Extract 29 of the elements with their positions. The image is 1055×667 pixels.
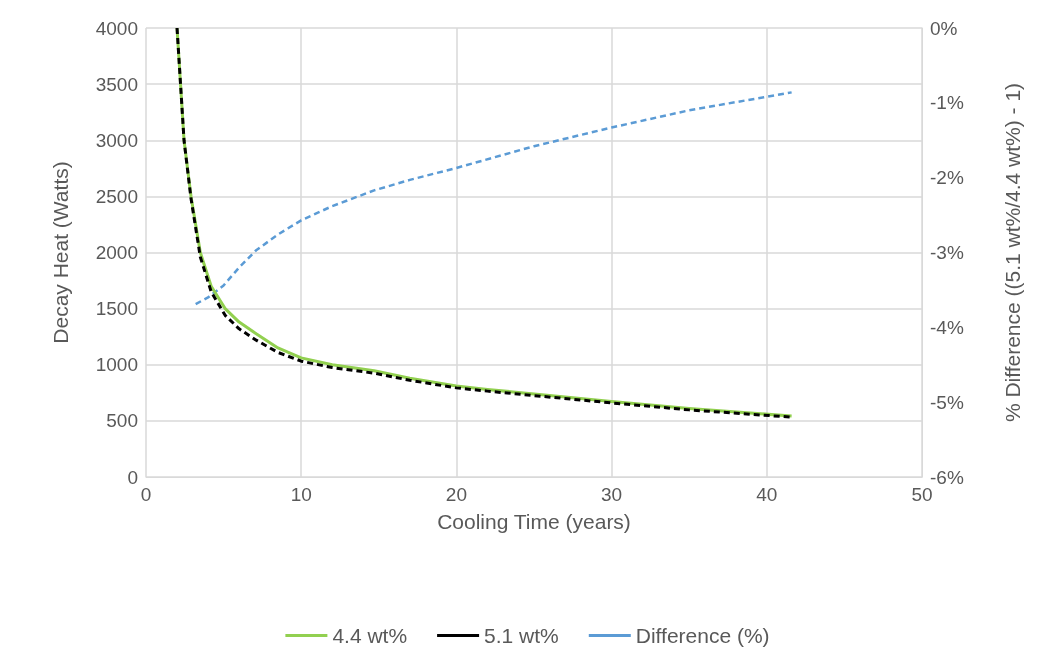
y2-tick-label: -3% bbox=[930, 242, 964, 263]
line-series bbox=[194, 91, 793, 306]
x-axis-title: Cooling Time (years) bbox=[437, 510, 631, 533]
y-tick-label: 3000 bbox=[95, 129, 138, 151]
y-tick-label: 2500 bbox=[95, 185, 138, 207]
y2-tick-label: -2% bbox=[930, 167, 964, 189]
y-tick-label: 0 bbox=[127, 466, 138, 488]
y2-axis-title: % Difference ((5.1 wt%/4.4 wt%) - 1) bbox=[1001, 82, 1024, 423]
x-tick-label: 40 bbox=[756, 484, 778, 505]
y-tick-label: 2000 bbox=[95, 242, 138, 263]
y-tick-label: 500 bbox=[106, 410, 138, 432]
y2-tick-label: 0% bbox=[930, 17, 958, 39]
x-tick-label: 0 bbox=[140, 484, 152, 505]
legend-label: 5.1 wt% bbox=[484, 624, 559, 647]
y2-tick-label: -6% bbox=[930, 466, 964, 488]
x-tick-label: 10 bbox=[290, 484, 312, 505]
y2-tick-label: -1% bbox=[930, 92, 964, 114]
y-tick-label: 4000 bbox=[95, 17, 138, 39]
y2-tick-label: -5% bbox=[930, 391, 964, 413]
y-tick-label: 3500 bbox=[95, 73, 138, 95]
y-tick-label: 1500 bbox=[95, 298, 138, 320]
x-tick-label: 30 bbox=[601, 484, 623, 505]
y-tick-label: 1000 bbox=[95, 354, 138, 376]
legend-label: Difference (%) bbox=[635, 624, 770, 647]
y-axis-title: Decay Heat (Watts) bbox=[49, 161, 72, 344]
legend-label: 4.4 wt% bbox=[332, 624, 408, 647]
y2-tick-label: -4% bbox=[930, 316, 964, 338]
x-tick-label: 20 bbox=[445, 484, 467, 505]
x-tick-label: 50 bbox=[911, 484, 933, 505]
